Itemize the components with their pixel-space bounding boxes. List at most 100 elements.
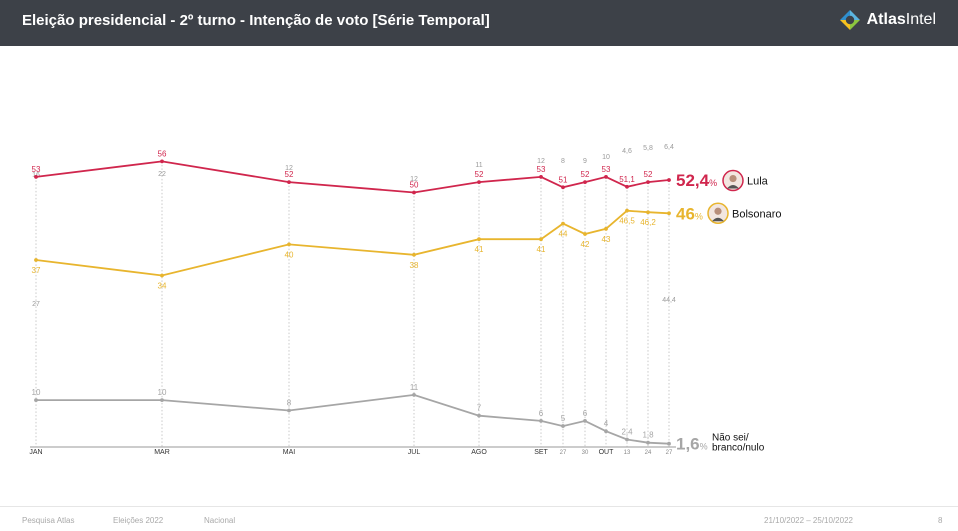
gap-label: 12	[537, 158, 545, 165]
atlasintel-logo-icon	[839, 10, 860, 30]
data-point	[287, 408, 291, 413]
data-label: 5	[561, 414, 566, 423]
data-label: 51	[559, 175, 568, 184]
data-point	[287, 242, 291, 247]
gap-label: 8	[561, 158, 565, 165]
footer-period: 21/10/2022 – 25/10/2022	[764, 516, 853, 525]
data-point	[646, 210, 650, 215]
data-point	[160, 273, 164, 278]
data-point	[34, 398, 38, 402]
data-point	[412, 252, 416, 257]
data-label: 52	[581, 170, 590, 179]
bolsonaro-avatar-icon-face	[714, 207, 722, 215]
data-label: 37	[32, 266, 41, 275]
data-label: 42	[581, 240, 590, 249]
footer-page-number: 8	[938, 516, 943, 525]
lula-series-name: Lula	[747, 176, 769, 188]
data-label: 10	[158, 388, 167, 397]
data-label: 52	[285, 170, 294, 179]
data-label: 41	[537, 245, 546, 254]
data-point	[625, 208, 629, 213]
data-point	[539, 175, 543, 179]
data-label: 6	[539, 409, 544, 418]
data-label: 50	[410, 181, 419, 190]
gap-label: 5,8	[643, 145, 653, 152]
x-tick-label: 30	[582, 450, 589, 456]
series-line-2	[36, 393, 670, 445]
data-point	[160, 398, 164, 402]
data-label: 40	[285, 250, 294, 259]
data-point	[604, 429, 608, 434]
bolsonaro-avatar-icon-body	[712, 217, 724, 222]
data-point	[583, 232, 587, 236]
data-point	[625, 184, 629, 189]
data-label: 2,4	[621, 428, 633, 437]
data-point	[539, 237, 543, 242]
data-label: 52	[475, 170, 484, 179]
data-label: 46,2	[640, 218, 656, 227]
gap-label: 22	[158, 171, 166, 178]
nulo-series-name-line2: branco/nulo	[712, 443, 765, 454]
brand-name: AtlasIntel	[866, 11, 936, 28]
data-point	[667, 211, 671, 216]
data-label: 6	[583, 409, 588, 418]
data-label: 10	[32, 388, 41, 397]
footer-source: Pesquisa Atlas	[22, 516, 75, 525]
bolsonaro-series-name: Bolsonaro	[732, 208, 782, 220]
data-point	[34, 175, 38, 179]
data-point	[625, 437, 629, 442]
data-point	[561, 221, 565, 226]
data-label: 4	[604, 419, 609, 428]
data-point	[646, 180, 650, 185]
data-point	[604, 175, 608, 179]
data-point	[287, 180, 291, 185]
data-label: 1,8	[642, 431, 654, 440]
lula-avatar-icon-body	[727, 185, 739, 189]
data-label: 44	[559, 230, 568, 239]
footer: Pesquisa Atlas Eleições 2022 Nacional 21…	[0, 506, 958, 531]
data-label: 46,5	[619, 217, 635, 226]
data-label: 52	[644, 170, 653, 179]
data-point	[160, 159, 164, 164]
data-label: 56	[158, 149, 167, 158]
data-label: 7	[477, 404, 482, 413]
page-title: Eleição presidencial - 2º turno - Intenç…	[22, 12, 490, 29]
gap-label: 44,4	[662, 297, 676, 304]
x-tick-label: MAI	[283, 449, 296, 456]
x-tick-label: 13	[624, 450, 631, 456]
brand-logo: AtlasIntel	[839, 9, 936, 31]
lula-end-value: 52,4%	[676, 171, 717, 190]
x-tick-label: JUL	[408, 449, 421, 456]
gap-label: 6,4	[664, 144, 674, 151]
data-label: 38	[410, 261, 419, 270]
gap-label: 4,6	[622, 148, 632, 155]
x-tick-label: SET	[534, 449, 548, 456]
data-point	[667, 441, 671, 446]
nulo-series-name-line1: Não sei/	[712, 433, 749, 444]
data-point	[604, 226, 608, 231]
data-point	[561, 185, 565, 190]
data-point	[667, 178, 671, 182]
line-chart: JANMARMAIJULAGOSET2730OUT132427162722121…	[29, 144, 782, 456]
data-point	[583, 180, 587, 185]
data-label: 51,1	[619, 175, 635, 184]
footer-scope: Nacional	[204, 516, 236, 525]
data-label: 11	[410, 383, 419, 392]
data-label: 41	[475, 245, 484, 254]
gap-label: 10	[602, 154, 610, 161]
data-point	[646, 440, 650, 445]
x-tick-label: 24	[645, 450, 652, 456]
data-label: 43	[602, 235, 611, 244]
data-point	[412, 393, 416, 397]
x-tick-label: 27	[666, 450, 673, 456]
data-point	[477, 237, 481, 242]
x-tick-label: 27	[560, 450, 567, 456]
gap-label: 12	[410, 176, 418, 183]
data-label: 53	[602, 165, 611, 174]
header-bar: Eleição presidencial - 2º turno - Intenç…	[0, 0, 958, 46]
series-line-0	[35, 160, 670, 194]
data-point	[34, 258, 38, 262]
gap-label: 9	[583, 158, 587, 165]
x-tick-label: OUT	[599, 449, 615, 456]
data-label: 53	[32, 165, 41, 174]
